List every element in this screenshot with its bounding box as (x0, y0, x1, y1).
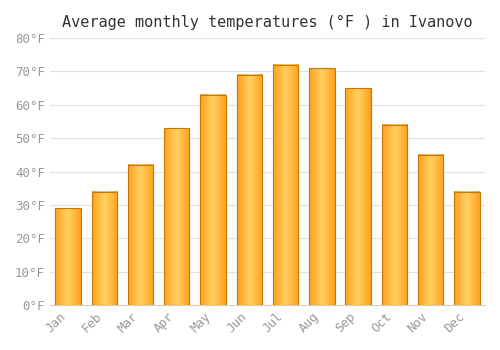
Bar (200, 95, 226, 305)
Bar (382, 125, 407, 305)
Bar (309, 68, 334, 305)
Bar (418, 155, 444, 305)
Bar (236, 75, 262, 305)
Bar (346, 88, 371, 305)
Bar (454, 191, 479, 305)
Title: Average monthly temperatures (°F ) in Ivanovo: Average monthly temperatures (°F ) in Iv… (62, 15, 472, 30)
Bar (92, 191, 117, 305)
Bar (164, 128, 190, 305)
Bar (128, 165, 153, 305)
Bar (273, 65, 298, 305)
Bar (56, 208, 80, 305)
